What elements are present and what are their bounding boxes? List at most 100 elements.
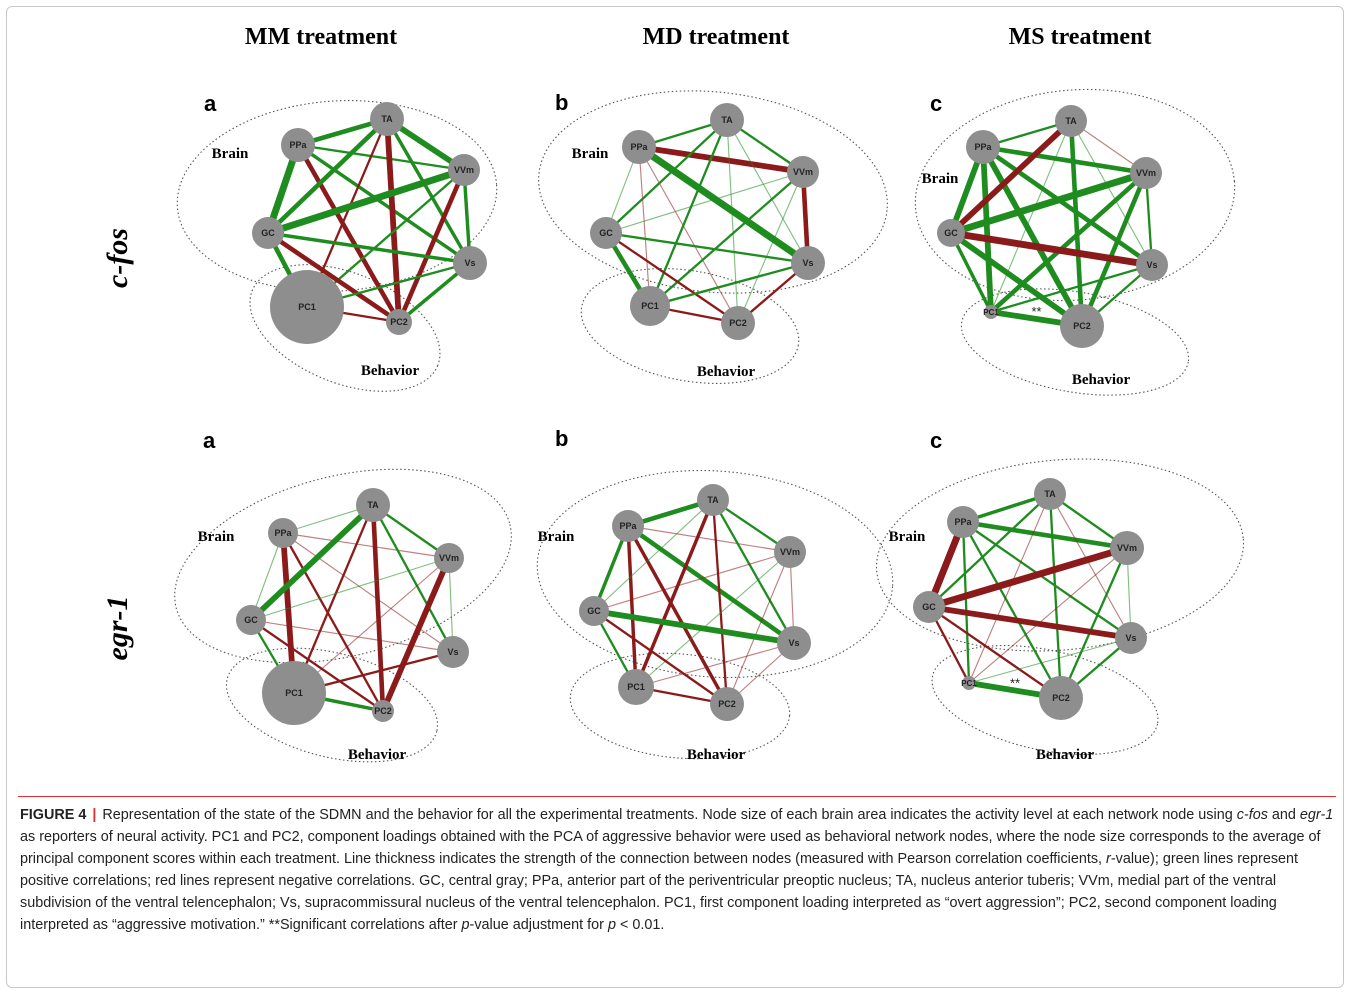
edge-TA-Vs [371, 504, 455, 653]
node-GC [590, 217, 622, 249]
panel-letter: b [555, 426, 568, 451]
edge-TA-GC [266, 117, 389, 235]
node-TA [1034, 478, 1066, 510]
brain-cluster-outline [538, 90, 888, 294]
edge-PPa-Vs [637, 144, 810, 266]
node-PPa [947, 506, 979, 538]
edge-GC-Vs [593, 608, 795, 646]
edge-VVm-PC1 [293, 557, 450, 694]
node-PC1 [270, 270, 344, 344]
edge-TA-GC [949, 118, 1073, 236]
behavior-cluster-label: Behavior [697, 364, 756, 380]
edge-TA-GC [928, 493, 1051, 608]
node-GC [913, 591, 945, 623]
caption-text-segment: p [461, 917, 470, 933]
node-Vs [777, 626, 811, 660]
panel-letter: a [203, 428, 216, 453]
caption-text-segment: r [1106, 851, 1111, 867]
network-panel-egr-1-c: ** PPa TA VVm GC Vs PC1 PC2 c Brain Behavior [875, 428, 1245, 763]
network-panels: PPa TA VVm GC Vs PC1 PC2 a Brain Behavior PPa TA VVm… [174, 88, 1245, 763]
brain-cluster-label: Brain [922, 171, 959, 187]
behavior-cluster-label: Behavior [348, 747, 407, 763]
edge-PPa-PC2 [626, 525, 729, 705]
node-VVm [434, 543, 464, 573]
brain-cluster-outline [536, 469, 894, 679]
behavior-cluster-outline [225, 647, 439, 763]
node-VVm [1130, 157, 1162, 189]
node-Vs [453, 246, 487, 280]
figure-frame [6, 6, 1344, 988]
node-label-VVm: VVm [1117, 543, 1137, 553]
behavior-cluster-label: Behavior [361, 363, 420, 379]
node-PPa [268, 518, 298, 548]
edge-PPa-VVm [638, 144, 804, 175]
node-label-PC2: PC2 [390, 317, 408, 327]
node-TA [710, 103, 744, 137]
node-PC2 [1039, 676, 1083, 720]
node-label-PPa: PPa [274, 528, 292, 538]
edge-PPa-PC2 [961, 521, 1063, 699]
edge-TA-PC1 [990, 120, 1072, 313]
edge-PPa-PC1 [980, 146, 994, 313]
edge-TA-PC2 [370, 504, 386, 712]
node-label-PPa: PPa [619, 521, 637, 531]
edge-PPa-VVm [982, 144, 1147, 176]
edge-PPa-PC2 [296, 143, 401, 324]
edge-VVm-GC [949, 169, 1148, 237]
brain-cluster-outline [176, 100, 498, 292]
edge-GC-PC2 [593, 610, 728, 705]
node-label-PC2: PC2 [1052, 693, 1070, 703]
edge-TA-PC2 [1048, 493, 1063, 699]
edge-Vs-PC1 [635, 642, 795, 688]
column-header-md: MD treatment [642, 24, 790, 50]
behavior-cluster-outline [931, 645, 1159, 755]
caption-body: Representation of the state of the SDMN … [20, 807, 1333, 933]
edge-VVm-PC1 [635, 551, 791, 688]
edge-Vs-PC1 [968, 637, 1132, 684]
node-PPa [622, 130, 656, 164]
brain-cluster-label: Brain [538, 529, 575, 545]
node-VVm [774, 536, 806, 568]
edge-GC-Vs [950, 229, 1153, 269]
caption-separator: | [92, 807, 97, 823]
edge-PPa-PC1 [638, 146, 651, 307]
node-label-Vs: Vs [788, 638, 799, 648]
edge-GC-Vs [250, 619, 454, 653]
edge-GC-PC2 [266, 231, 401, 324]
behavior-cluster-label: Behavior [1072, 372, 1131, 388]
node-label-VVm: VVm [780, 547, 800, 557]
edge-PPa-Vs [282, 532, 454, 653]
edge-PPa-Vs [981, 145, 1154, 267]
caption-text-segment: as reporters of neural activity. PC1 and… [20, 829, 1321, 867]
node-label-TA: TA [381, 114, 393, 124]
edge-TA-GC [605, 119, 728, 234]
edge-GC-PC1 [949, 232, 993, 313]
node-label-PC2: PC2 [374, 706, 392, 716]
node-label-TA: TA [367, 500, 379, 510]
edge-PPa-PC2 [638, 146, 739, 324]
caption-text-segment: and [1267, 807, 1300, 823]
node-PC1 [984, 305, 998, 319]
edge-GC-Vs [605, 231, 809, 265]
node-label-GC: GC [922, 602, 936, 612]
edge-TA-Vs [1070, 120, 1153, 266]
figure-caption: FIGURE 4 | Representation of the state of … [20, 804, 1340, 936]
node-PC1 [618, 669, 654, 705]
edge-GC-PC2 [949, 230, 1084, 329]
node-label-Vs: Vs [464, 258, 475, 268]
edge-VVm-PC2 [1079, 172, 1149, 327]
edge-PPa-PC1 [626, 525, 638, 688]
node-VVm [1110, 531, 1144, 565]
network-panel-c-fos-b: PPa TA VVm GC Vs PC1 PC2 b Brain Behavior [538, 90, 888, 384]
edge-TA-GC [593, 499, 714, 612]
node-label-TA: TA [1044, 489, 1056, 499]
node-label-VVm: VVm [439, 553, 459, 563]
edge-PPa-VVm [962, 519, 1128, 551]
caption-text-segment: -value adjustment for [469, 917, 608, 933]
edge-GC-PC2 [605, 232, 739, 324]
node-label-Vs: Vs [447, 647, 458, 657]
edge-TA-GC [249, 502, 375, 623]
node-label-PC1: PC1 [285, 688, 303, 698]
column-header-ms: MS treatment [1008, 24, 1152, 50]
significance-marker: ** [1010, 676, 1020, 691]
